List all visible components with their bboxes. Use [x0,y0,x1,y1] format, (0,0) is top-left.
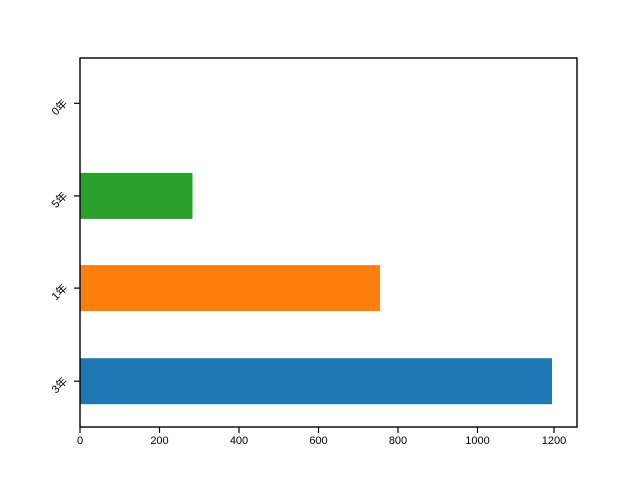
svg-text:1年: 1年 [48,281,70,303]
svg-text:600: 600 [309,435,327,447]
svg-text:5年: 5年 [48,189,70,211]
svg-text:1200: 1200 [542,435,566,447]
svg-text:3年: 3年 [48,374,70,396]
svg-text:200: 200 [150,435,168,447]
svg-text:0: 0 [77,435,83,447]
svg-text:800: 800 [389,435,407,447]
svg-text:0年: 0年 [48,96,70,118]
svg-text:1000: 1000 [465,435,489,447]
svg-text:400: 400 [230,435,248,447]
